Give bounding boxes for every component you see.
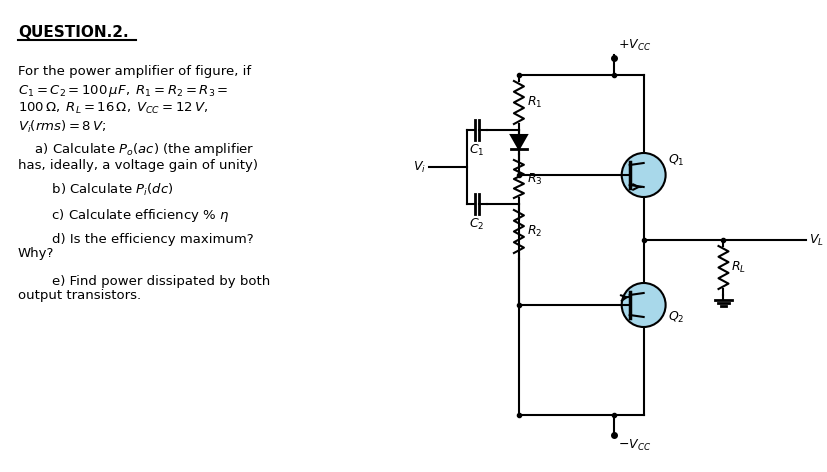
Text: $100\,\Omega,\; R_L = 16\,\Omega,\; V_{CC} = 12\,V,$: $100\,\Omega,\; R_L = 16\,\Omega,\; V_{C… — [18, 101, 208, 116]
Circle shape — [621, 153, 665, 197]
Text: $Q_2$: $Q_2$ — [667, 310, 683, 325]
Text: $+V_{CC}$: $+V_{CC}$ — [617, 37, 650, 52]
Text: $R_L$: $R_L$ — [730, 260, 746, 275]
Text: $R_1$: $R_1$ — [526, 94, 542, 110]
Text: $C_1 = C_2 = 100\,\mu F,\; R_1 = R_2 = R_3 =$: $C_1 = C_2 = 100\,\mu F,\; R_1 = R_2 = R… — [18, 83, 228, 99]
Text: QUESTION.2.: QUESTION.2. — [18, 25, 128, 40]
Text: $R_2$: $R_2$ — [526, 223, 542, 238]
Text: $C_2$: $C_2$ — [469, 217, 484, 232]
Text: $V_i(rms) = 8\,V;$: $V_i(rms) = 8\,V;$ — [18, 119, 106, 135]
Text: a) Calculate $P_o(ac)$ (the amplifier: a) Calculate $P_o(ac)$ (the amplifier — [18, 141, 254, 158]
Text: output transistors.: output transistors. — [18, 289, 141, 302]
Text: Why?: Why? — [18, 247, 55, 260]
Text: e) Find power dissipated by both: e) Find power dissipated by both — [18, 275, 270, 288]
Text: $Q_1$: $Q_1$ — [667, 152, 683, 168]
Text: $-V_{CC}$: $-V_{CC}$ — [617, 438, 650, 453]
Text: c) Calculate efficiency % $\eta$: c) Calculate efficiency % $\eta$ — [18, 207, 229, 224]
Text: For the power amplifier of figure, if: For the power amplifier of figure, if — [18, 65, 251, 78]
Text: d) Is the efficiency maximum?: d) Is the efficiency maximum? — [18, 233, 253, 246]
Text: $V_i$: $V_i$ — [413, 160, 426, 175]
Circle shape — [621, 283, 665, 327]
Text: $C_1$: $C_1$ — [469, 143, 484, 158]
Text: $R_3$: $R_3$ — [526, 171, 542, 186]
Text: b) Calculate $P_i(dc)$: b) Calculate $P_i(dc)$ — [18, 182, 173, 198]
Text: has, ideally, a voltage gain of unity): has, ideally, a voltage gain of unity) — [18, 159, 258, 172]
Polygon shape — [510, 135, 526, 149]
Text: $V_L$: $V_L$ — [808, 232, 823, 247]
